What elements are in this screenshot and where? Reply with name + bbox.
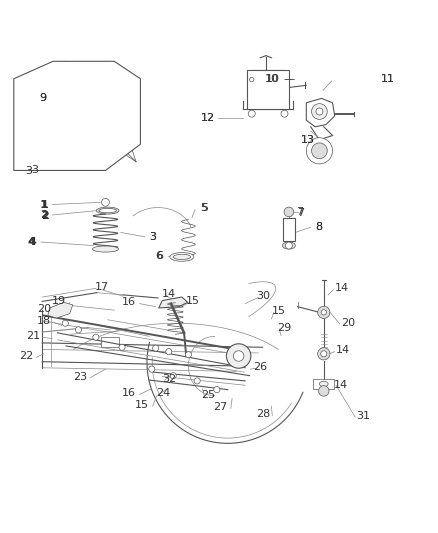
Text: 14: 14: [162, 288, 177, 298]
Ellipse shape: [319, 381, 328, 386]
Bar: [101, 337, 119, 347]
Bar: [283, 219, 294, 241]
Text: 16: 16: [122, 297, 136, 308]
Circle shape: [316, 108, 323, 115]
Circle shape: [286, 242, 292, 249]
Circle shape: [194, 378, 200, 384]
Text: 6: 6: [155, 252, 162, 262]
Ellipse shape: [173, 254, 191, 260]
Ellipse shape: [96, 207, 119, 214]
Text: 3: 3: [31, 165, 38, 175]
Text: 14: 14: [335, 284, 349, 293]
Text: 4: 4: [28, 237, 36, 247]
Text: 3: 3: [149, 232, 156, 242]
Text: 16: 16: [122, 388, 136, 398]
Ellipse shape: [92, 246, 119, 252]
Text: 30: 30: [256, 291, 270, 301]
Text: 1: 1: [41, 200, 49, 211]
Text: 13: 13: [301, 135, 315, 145]
Text: 3: 3: [25, 166, 32, 176]
Text: 24: 24: [156, 388, 170, 398]
Polygon shape: [48, 302, 73, 318]
Circle shape: [248, 110, 255, 117]
Text: 9: 9: [39, 93, 46, 103]
Polygon shape: [159, 297, 187, 308]
Text: 12: 12: [201, 113, 215, 123]
Text: 15: 15: [272, 306, 286, 316]
Text: 20: 20: [37, 304, 51, 314]
Ellipse shape: [170, 253, 194, 261]
Circle shape: [318, 306, 330, 318]
Text: 10: 10: [266, 74, 280, 84]
Text: 4: 4: [28, 238, 35, 247]
Text: 23: 23: [73, 372, 87, 382]
Text: 11: 11: [381, 74, 395, 84]
Circle shape: [318, 348, 330, 360]
Circle shape: [102, 198, 110, 206]
Polygon shape: [306, 99, 335, 127]
Circle shape: [119, 344, 125, 350]
Circle shape: [306, 138, 332, 164]
Circle shape: [281, 110, 288, 117]
Circle shape: [226, 344, 251, 368]
Text: 21: 21: [26, 332, 40, 341]
Text: 10: 10: [265, 74, 279, 84]
Circle shape: [284, 207, 293, 217]
Text: 28: 28: [256, 409, 270, 419]
Text: 8: 8: [315, 222, 322, 232]
Text: 19: 19: [52, 296, 66, 306]
Bar: [247, 70, 289, 109]
Circle shape: [233, 351, 244, 361]
Text: 14: 14: [336, 345, 350, 356]
Text: 29: 29: [277, 322, 291, 333]
Text: 5: 5: [201, 203, 208, 213]
Circle shape: [318, 386, 329, 396]
Text: 27: 27: [213, 402, 228, 412]
Text: 14: 14: [333, 380, 347, 390]
Text: 20: 20: [341, 318, 355, 328]
Text: 13: 13: [301, 135, 315, 145]
Text: 15: 15: [135, 400, 149, 410]
Circle shape: [311, 103, 327, 119]
Circle shape: [152, 345, 159, 351]
Text: 12: 12: [201, 113, 215, 123]
Circle shape: [185, 352, 191, 358]
Circle shape: [214, 386, 220, 393]
Text: 17: 17: [95, 282, 109, 293]
Text: 8: 8: [315, 222, 322, 232]
Text: 15: 15: [186, 296, 200, 305]
Text: 2: 2: [41, 211, 49, 221]
Circle shape: [75, 327, 81, 333]
Circle shape: [62, 320, 68, 326]
Text: 26: 26: [253, 362, 267, 372]
Text: —: —: [283, 74, 294, 84]
Text: 22: 22: [19, 351, 33, 361]
Ellipse shape: [283, 242, 295, 249]
Text: 1: 1: [40, 199, 48, 209]
Text: 7: 7: [296, 207, 303, 217]
Circle shape: [321, 351, 327, 357]
Text: 31: 31: [357, 411, 371, 421]
Ellipse shape: [99, 208, 117, 213]
Text: 3: 3: [149, 232, 156, 242]
Circle shape: [321, 310, 326, 315]
Circle shape: [93, 334, 99, 340]
Circle shape: [311, 143, 327, 159]
Text: 7: 7: [297, 208, 304, 218]
Text: 32: 32: [162, 374, 177, 384]
Circle shape: [166, 349, 172, 354]
Circle shape: [250, 77, 254, 82]
Text: 11: 11: [381, 74, 395, 84]
Circle shape: [170, 373, 176, 379]
Text: 6: 6: [156, 252, 163, 262]
Text: 18: 18: [37, 316, 51, 326]
Circle shape: [149, 366, 155, 372]
Bar: [313, 379, 334, 389]
Text: 5: 5: [200, 203, 207, 213]
Polygon shape: [14, 61, 141, 171]
Text: 9: 9: [39, 93, 46, 103]
Text: 25: 25: [201, 390, 215, 400]
Text: 2: 2: [40, 210, 48, 220]
